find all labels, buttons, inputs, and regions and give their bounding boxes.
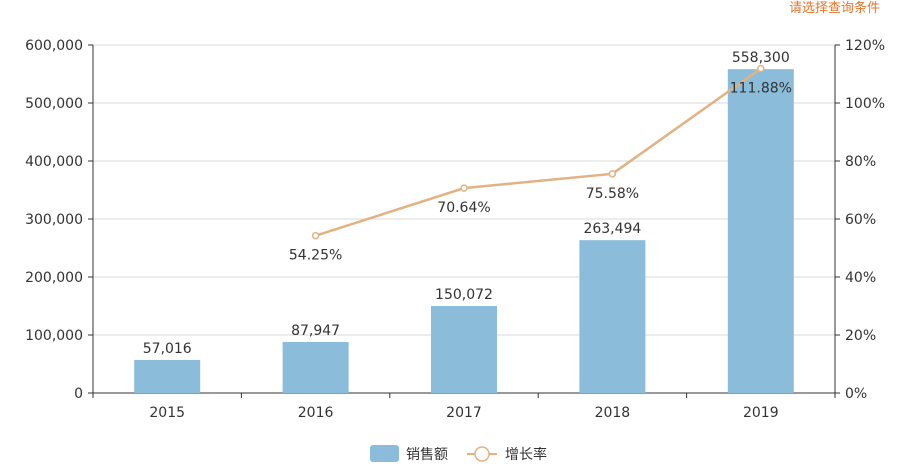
growth-value-label: 111.88%	[730, 81, 792, 97]
growth-value-label: 54.25%	[289, 248, 342, 264]
y-left-tick-label: 0	[74, 386, 83, 402]
growth-point-2019	[757, 64, 765, 73]
growth-line	[315, 67, 762, 237]
y-left-tick-label: 400,000	[25, 154, 83, 170]
y-left-tick-label: 500,000	[25, 96, 83, 112]
y-right-tick-label: 20%	[845, 328, 876, 344]
y-right-tick-label: 40%	[845, 270, 876, 286]
growth-point-2016	[311, 231, 320, 240]
bar-value-label: 150,072	[435, 287, 493, 303]
bar-value-label: 558,300	[732, 50, 790, 66]
legend: 销售额 增长率	[370, 445, 547, 463]
legend-line-marker	[474, 446, 490, 462]
growth-point-2018	[608, 170, 617, 178]
growth-value-label: 70.64%	[437, 200, 490, 216]
y-left-tick-label: 200,000	[25, 270, 83, 286]
growth-point-2017	[460, 184, 468, 192]
growth-value-label: 75.58%	[586, 186, 639, 202]
bar-2018	[579, 240, 646, 393]
bar-value-label: 57,016	[143, 341, 192, 357]
bar-value-label: 87,947	[291, 323, 340, 339]
x-tick-label: 2019	[743, 405, 779, 421]
y-right-tick-label: 0%	[845, 386, 867, 402]
y-left-tick-label: 100,000	[25, 328, 83, 344]
y-right-tick-label: 120%	[845, 38, 885, 54]
legend-label-growth: 增长率	[505, 446, 547, 463]
y-right-tick-label: 60%	[845, 212, 876, 228]
y-left-tick-label: 300,000	[25, 212, 83, 228]
y-right-tick-label: 80%	[845, 154, 876, 170]
bar-2019	[727, 69, 794, 393]
bar-2015	[134, 359, 201, 393]
query-hint-link[interactable]: 请选择查询条件	[789, 1, 881, 16]
bar-2017	[431, 305, 497, 393]
y-right-tick-label: 100%	[845, 96, 885, 112]
x-tick-label: 2016	[298, 405, 334, 421]
y-left-tick-label: 600,000	[25, 38, 83, 54]
x-tick-label: 2015	[149, 405, 185, 421]
x-tick-label: 2018	[595, 405, 631, 421]
x-tick-label: 2017	[446, 405, 482, 421]
legend-bar-swatch	[370, 445, 399, 462]
bar-value-label: 263,494	[583, 221, 641, 237]
legend-label-sales: 销售额	[406, 447, 448, 463]
bar-2016	[282, 341, 349, 393]
